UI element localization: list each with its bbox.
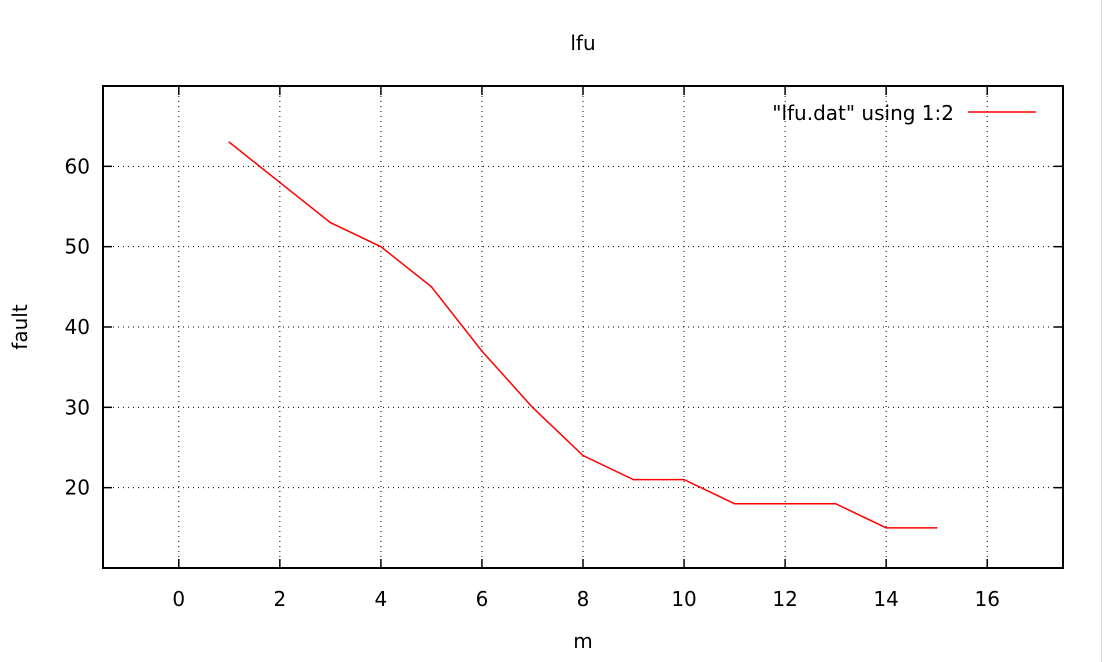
x-axis-label: m [573,629,592,653]
window-edge [1101,0,1102,662]
data-point [481,350,483,352]
data-point [582,454,584,457]
x-tick-label: 2 [273,587,286,611]
data-point [834,502,837,505]
x-tick-label: 16 [974,587,999,611]
x-tick-label: 10 [671,587,696,611]
data-point [683,478,685,481]
data-point [632,478,635,481]
legend: "lfu.dat" using 1:2 [772,101,1036,125]
x-tick-label: 12 [772,587,797,611]
y-tick-label: 60 [65,154,90,178]
data-point [228,141,231,144]
y-tick-label: 50 [65,235,90,259]
axis-ticks [103,86,1063,568]
y-axis-label: fault [8,304,32,350]
data-point [885,527,887,529]
y-tick-label: 20 [65,476,90,500]
x-tick-label: 4 [375,587,388,611]
legend-entry-label: "lfu.dat" using 1:2 [772,101,954,125]
x-tick-label: 8 [577,587,590,611]
y-tick-label: 30 [65,395,90,419]
grid [103,86,1063,568]
data-point [733,502,736,505]
data-point [784,502,786,505]
tick-labels: 0 2 4 6 8 10 12 14 16 20 30 40 50 60 [65,154,1000,611]
chart-title: lfu [570,31,595,55]
data-point [531,406,534,409]
data-point [279,181,281,184]
x-tick-label: 6 [476,587,489,611]
data-point [935,527,938,529]
data-point [329,221,332,224]
y-tick-label: 40 [65,315,90,339]
series-layer [228,141,938,529]
series-line [228,141,937,529]
x-tick-label: 14 [873,587,898,611]
x-tick-label: 0 [172,587,185,611]
data-point [430,286,433,288]
data-point [380,245,382,248]
